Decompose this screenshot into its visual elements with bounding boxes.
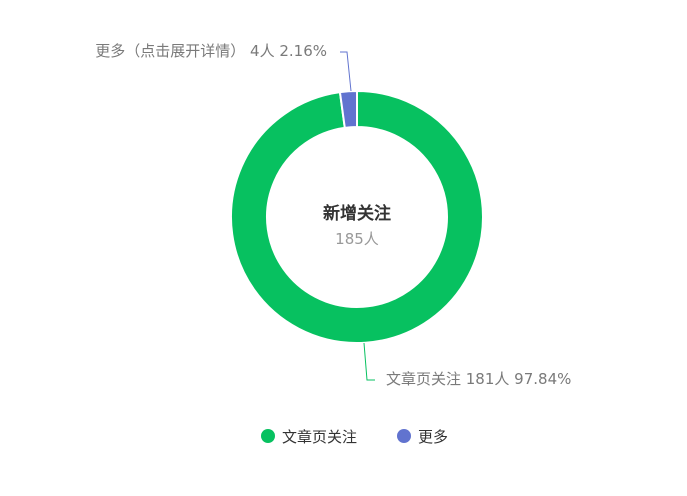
label-line-more [340,51,352,92]
legend-marker-article [261,429,275,443]
slice-article[interactable] [230,90,484,344]
slice-label-article[interactable]: 文章页关注 181人 97.84% [386,370,571,388]
legend-label-more: 更多 [418,428,448,446]
legend-label-article: 文章页关注 [282,428,357,446]
center-title: 新增关注 [323,203,391,224]
legend-item-article[interactable]: 文章页关注 [261,428,357,446]
label-line-article [363,342,375,381]
slice-more[interactable] [338,90,358,129]
slice-label-more[interactable]: 更多（点击展开详情） 4人 2.16% [95,42,327,60]
center-subtitle: 185人 [335,230,379,248]
legend-marker-more [397,429,411,443]
legend-item-more[interactable]: 更多 [397,428,448,446]
